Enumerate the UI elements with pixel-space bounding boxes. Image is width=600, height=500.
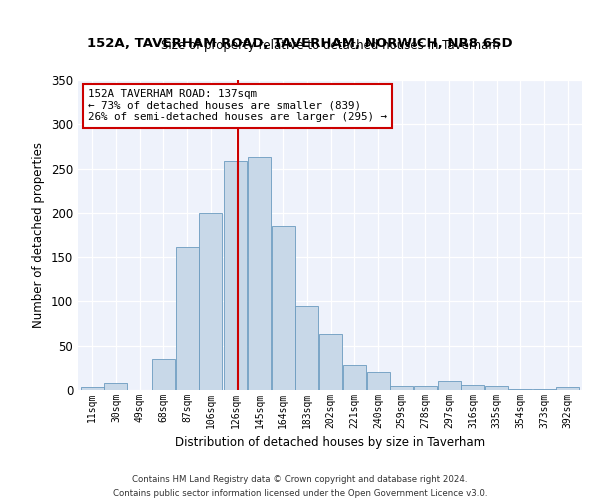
- Bar: [248, 157, 271, 390]
- Text: Contains HM Land Registry data © Crown copyright and database right 2024.
Contai: Contains HM Land Registry data © Crown c…: [113, 476, 487, 498]
- Bar: [533, 389, 556, 390]
- Bar: [343, 365, 366, 390]
- Bar: [509, 389, 532, 390]
- Text: 152A TAVERHAM ROAD: 137sqm
← 73% of detached houses are smaller (839)
26% of sem: 152A TAVERHAM ROAD: 137sqm ← 73% of deta…: [88, 90, 387, 122]
- Bar: [152, 359, 175, 390]
- Text: 152A, TAVERHAM ROAD, TAVERHAM, NORWICH, NR8 6SD: 152A, TAVERHAM ROAD, TAVERHAM, NORWICH, …: [87, 37, 513, 50]
- Bar: [81, 388, 104, 390]
- Bar: [461, 384, 484, 390]
- Bar: [367, 372, 389, 390]
- Bar: [104, 383, 127, 390]
- Bar: [295, 306, 319, 390]
- Bar: [437, 381, 461, 390]
- Bar: [485, 386, 508, 390]
- Bar: [319, 334, 342, 390]
- Bar: [556, 388, 579, 390]
- Bar: [199, 213, 223, 390]
- Bar: [176, 248, 199, 390]
- Y-axis label: Number of detached properties: Number of detached properties: [32, 142, 46, 328]
- Bar: [390, 386, 413, 390]
- Bar: [272, 226, 295, 390]
- Bar: [224, 162, 247, 390]
- Bar: [414, 386, 437, 390]
- X-axis label: Distribution of detached houses by size in Taverham: Distribution of detached houses by size …: [175, 436, 485, 450]
- Title: Size of property relative to detached houses in Taverham: Size of property relative to detached ho…: [161, 40, 499, 52]
